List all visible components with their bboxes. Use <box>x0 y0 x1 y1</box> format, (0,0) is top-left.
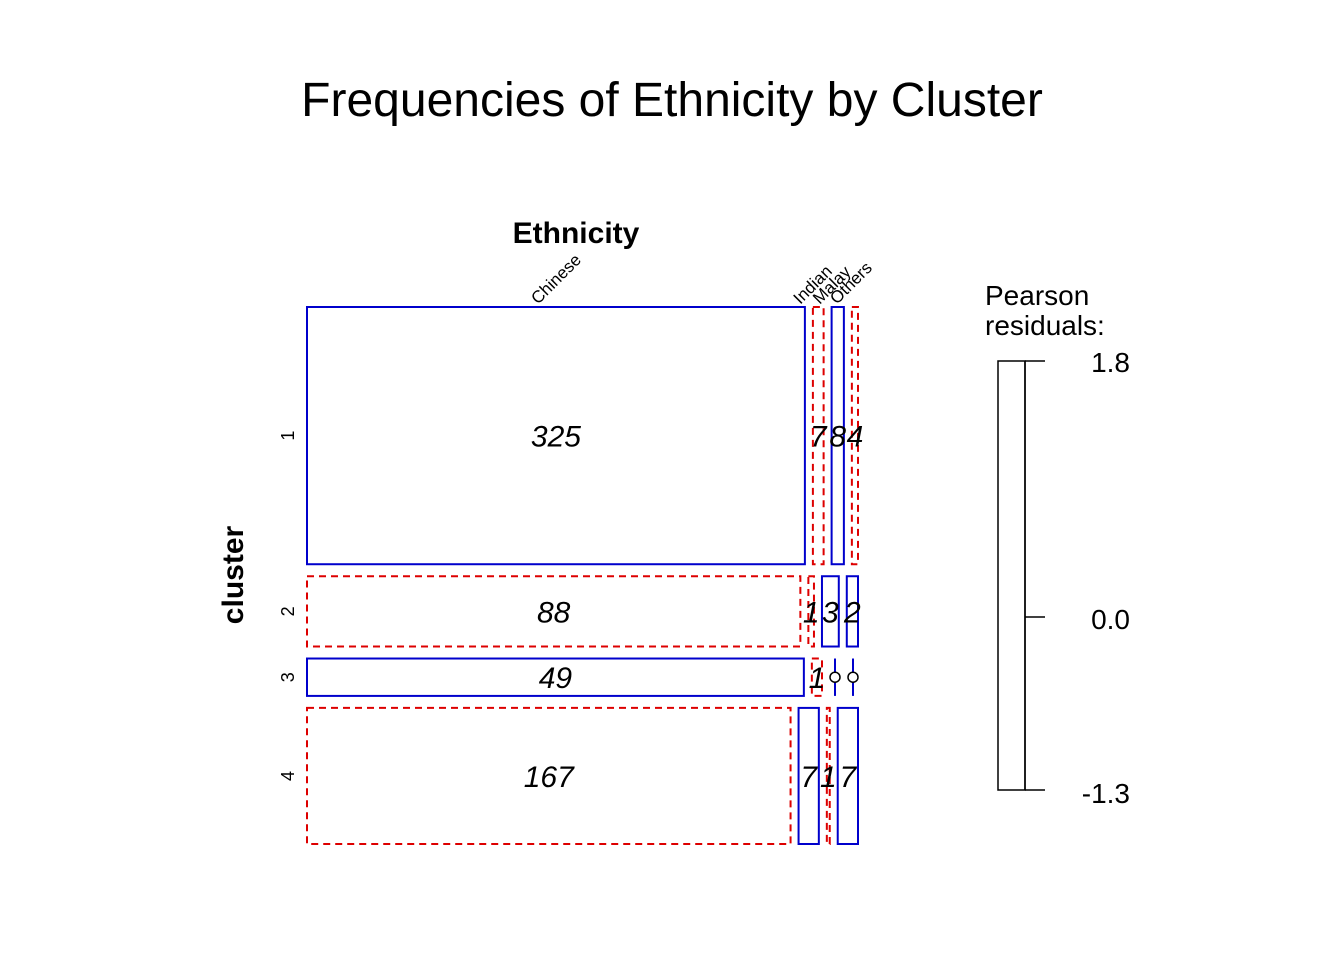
tile-r2-chinese <box>306 575 802 648</box>
legend-color-bar <box>997 360 1026 791</box>
tile-r4-indian <box>797 706 820 846</box>
cell-count-r1-malay: 8 <box>829 421 846 454</box>
cell-count-r4-malay: 1 <box>820 761 837 794</box>
row-label-3: 3 <box>278 672 298 682</box>
cell-count-r1-indian: 7 <box>810 421 828 454</box>
tile-r1-malay <box>830 306 845 566</box>
mosaic-tiles <box>306 306 860 846</box>
tile-r2-malay <box>820 575 840 648</box>
tile-r1-others <box>850 306 859 566</box>
cell-count-r2-malay: 3 <box>822 596 839 629</box>
legend-title-line2: residuals: <box>985 310 1105 341</box>
cell-count-r1-others: 4 <box>847 421 864 454</box>
cell-count-r2-others: 2 <box>843 596 861 629</box>
cell-count-r3-chinese: 49 <box>539 662 573 695</box>
cell-count-r2-indian: 1 <box>803 596 820 629</box>
tile-r4-others <box>836 706 860 846</box>
zero-cell-marker-r3-others <box>847 671 859 683</box>
cell-count-r2-chinese: 88 <box>537 596 571 629</box>
cell-count-r4-chinese: 167 <box>524 761 575 794</box>
tile-r4-chinese <box>306 706 792 846</box>
cell-count-r3-indian: 1 <box>809 662 826 695</box>
tile-r3-chinese <box>306 657 805 697</box>
tile-r2-indian <box>807 575 815 648</box>
row-label-1: 1 <box>278 431 298 441</box>
cell-count-r4-indian: 7 <box>800 761 818 794</box>
column-variable-label: Ethnicity <box>513 217 640 250</box>
legend-mid-label: 0.0 <box>1091 604 1130 635</box>
cell-count-r1-chinese: 325 <box>531 421 581 454</box>
column-label-chinese: Chinese <box>527 250 585 308</box>
cell-count-r4-others: 7 <box>840 761 858 794</box>
legend-max-label: 1.8 <box>1091 347 1130 378</box>
tile-r3-indian <box>810 657 823 697</box>
chart-title: Frequencies of Ethnicity by Cluster <box>301 74 1043 127</box>
row-label-4: 4 <box>278 771 298 781</box>
row-label-2: 2 <box>278 606 298 616</box>
legend-min-label: -1.3 <box>1082 778 1130 809</box>
legend-title-line1: Pearson <box>985 280 1089 311</box>
tile-r2-others <box>845 575 859 648</box>
row-variable-label: cluster <box>217 525 250 624</box>
zero-cell-marker-r3-malay <box>829 671 841 683</box>
row-labels: 1 2 3 4 <box>278 431 298 781</box>
tile-r1-indian <box>811 306 825 566</box>
tile-r4-malay <box>825 706 831 846</box>
tile-r1-chinese <box>306 306 806 566</box>
residual-legend: Pearson residuals: 1.8 0.0 -1.3 <box>985 280 1130 809</box>
